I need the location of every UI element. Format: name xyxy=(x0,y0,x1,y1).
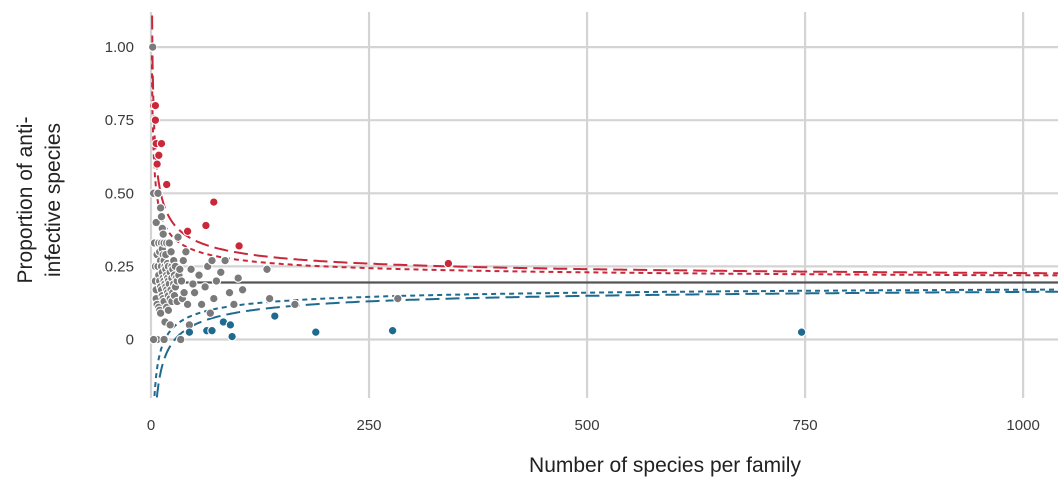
point-high xyxy=(209,197,219,207)
point-high xyxy=(443,258,454,269)
point-neutral xyxy=(153,188,163,199)
point-neutral xyxy=(209,293,219,304)
point-neutral xyxy=(188,279,198,289)
point-high xyxy=(150,100,161,111)
y-tick-label: 0.75 xyxy=(105,112,134,129)
point-low xyxy=(184,327,195,337)
point-neutral xyxy=(224,287,235,298)
point-neutral xyxy=(262,264,272,275)
point-high xyxy=(156,138,167,149)
point-neutral xyxy=(194,270,204,280)
point-neutral xyxy=(393,293,403,304)
y-tick-label: 1.00 xyxy=(105,39,134,56)
point-high xyxy=(152,159,162,169)
point-low xyxy=(270,311,280,321)
point-high xyxy=(161,179,172,190)
point-neutral xyxy=(173,232,183,242)
point-low xyxy=(311,327,321,337)
point-neutral xyxy=(233,273,243,283)
point-low xyxy=(207,325,217,336)
data-points xyxy=(147,42,807,345)
point-neutral xyxy=(164,238,175,248)
point-neutral xyxy=(205,308,216,318)
point-neutral xyxy=(159,334,169,345)
y-axis-title-line-1: Proportion of anti- xyxy=(14,117,37,284)
bound-low-dashed xyxy=(155,290,1058,398)
point-high xyxy=(154,150,164,161)
bound-low-dotted xyxy=(153,288,1058,397)
grid xyxy=(149,12,1058,398)
point-low xyxy=(796,327,807,337)
point-neutral xyxy=(182,299,193,310)
point-neutral xyxy=(165,320,175,330)
y-axis-title-line-2: infective species xyxy=(42,123,65,277)
x-tick-label: 500 xyxy=(575,417,600,434)
point-neutral xyxy=(166,247,176,257)
x-axis-title: Number of species per family xyxy=(529,454,801,477)
point-neutral xyxy=(186,264,196,275)
point-high xyxy=(234,241,244,251)
point-neutral xyxy=(207,255,217,266)
bound-high-dotted xyxy=(150,55,1058,277)
point-neutral xyxy=(151,217,161,228)
x-tick-label: 1000 xyxy=(1006,417,1039,434)
y-tick-label: 0 xyxy=(126,332,134,349)
x-tick-label: 0 xyxy=(147,417,155,434)
point-neutral xyxy=(148,334,159,345)
point-low xyxy=(387,325,398,336)
x-tick-label: 250 xyxy=(357,417,382,434)
point-neutral xyxy=(158,229,168,239)
point-neutral xyxy=(290,299,300,310)
point-neutral xyxy=(163,305,174,316)
point-low xyxy=(227,331,237,342)
point-neutral xyxy=(237,285,248,295)
point-neutral xyxy=(181,247,191,257)
y-tick-label: 0.25 xyxy=(105,258,134,275)
point-low xyxy=(225,320,236,330)
point-neutral xyxy=(156,211,167,222)
point-neutral xyxy=(264,293,275,304)
point-high xyxy=(182,226,193,237)
point-neutral xyxy=(175,334,186,345)
point-neutral xyxy=(189,287,200,298)
point-neutral xyxy=(216,267,226,278)
x-tick-label: 750 xyxy=(793,417,818,434)
point-neutral xyxy=(178,255,189,266)
point-neutral xyxy=(200,282,210,292)
point-neutral xyxy=(229,299,239,310)
point-neutral xyxy=(147,42,158,52)
point-neutral xyxy=(155,203,166,213)
point-neutral xyxy=(176,276,187,286)
point-high xyxy=(150,115,161,125)
bound-high-dashed xyxy=(151,15,1058,275)
point-neutral xyxy=(179,287,189,298)
point-neutral xyxy=(175,264,185,275)
tick-labels: 0 250 500 750 1000 0 0.25 0.50 0.75 1.00 xyxy=(105,39,1040,434)
y-tick-label: 0.50 xyxy=(105,185,134,202)
point-neutral xyxy=(211,276,222,286)
point-neutral xyxy=(196,299,207,310)
point-neutral xyxy=(220,255,230,266)
point-high xyxy=(201,220,211,231)
